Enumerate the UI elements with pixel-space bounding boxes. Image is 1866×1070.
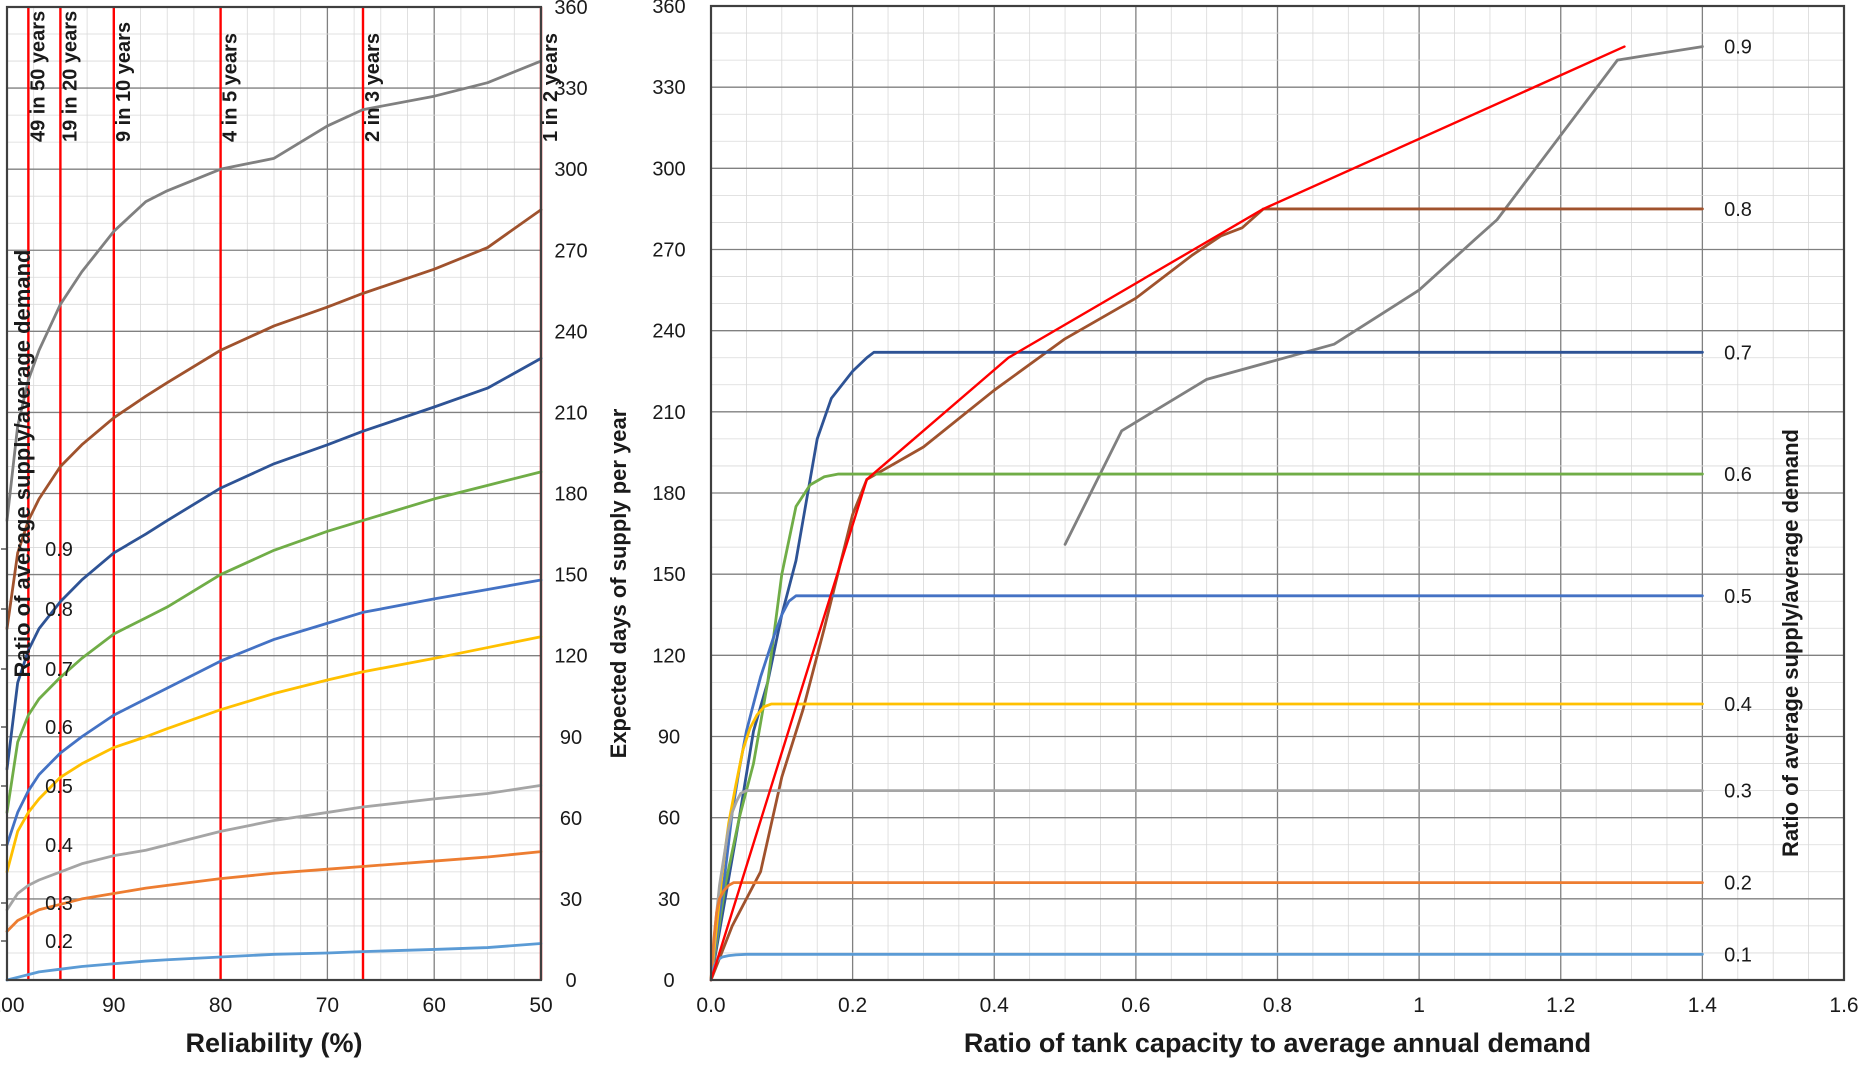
svg-text:0.5: 0.5	[45, 776, 73, 798]
svg-text:0.0: 0.0	[696, 994, 725, 1017]
svg-text:0.8: 0.8	[1724, 199, 1752, 221]
svg-text:0.1: 0.1	[1724, 944, 1752, 966]
svg-text:30: 30	[560, 889, 582, 911]
svg-text:0.7: 0.7	[1724, 342, 1752, 364]
svg-text:0: 0	[663, 970, 674, 992]
svg-text:270: 270	[554, 240, 587, 262]
svg-text:0.4: 0.4	[980, 994, 1010, 1017]
svg-text:90: 90	[102, 994, 125, 1017]
svg-text:0.6: 0.6	[45, 717, 73, 739]
svg-text:Expected days of supply per ye: Expected days of supply per year	[606, 408, 631, 758]
svg-text:9 in 10 years: 9 in 10 years	[113, 22, 135, 142]
svg-text:0.6: 0.6	[1121, 994, 1150, 1017]
svg-text:4 in 5 years: 4 in 5 years	[220, 33, 242, 142]
svg-text:60: 60	[560, 808, 582, 830]
svg-text:360: 360	[554, 0, 587, 19]
svg-text:90: 90	[560, 727, 582, 749]
svg-text:50: 50	[529, 994, 552, 1017]
svg-text:0.3: 0.3	[45, 893, 73, 915]
svg-text:0.5: 0.5	[1724, 586, 1752, 608]
svg-text:300: 300	[652, 158, 685, 180]
svg-text:300: 300	[554, 159, 587, 181]
svg-text:0.3: 0.3	[1724, 781, 1752, 803]
svg-text:0.2: 0.2	[838, 994, 867, 1017]
svg-text:0.2: 0.2	[45, 931, 73, 953]
svg-text:Ratio of average supply/averag: Ratio of average supply/average demand	[1778, 429, 1803, 857]
svg-text:120: 120	[554, 646, 587, 668]
svg-text:60: 60	[658, 808, 680, 830]
svg-text:270: 270	[652, 240, 685, 262]
svg-text:90: 90	[658, 727, 680, 749]
svg-text:0: 0	[565, 970, 576, 992]
svg-text:0.2: 0.2	[1724, 873, 1752, 895]
svg-text:Ratio of average supply/averag: Ratio of average supply/average demand	[10, 250, 35, 678]
svg-text:80: 80	[209, 994, 232, 1017]
svg-text:Ratio of tank capacity to aver: Ratio of tank capacity to average annual…	[964, 1028, 1591, 1058]
svg-text:0.8: 0.8	[45, 599, 73, 621]
svg-text:240: 240	[554, 321, 587, 343]
svg-text:0.4: 0.4	[45, 835, 73, 857]
svg-text:180: 180	[652, 483, 685, 505]
svg-text:0.4: 0.4	[1724, 694, 1752, 716]
svg-text:1.6: 1.6	[1829, 994, 1858, 1017]
svg-text:30: 30	[658, 889, 680, 911]
svg-text:1.4: 1.4	[1688, 994, 1718, 1017]
svg-text:240: 240	[652, 321, 685, 343]
svg-text:Reliability (%): Reliability (%)	[185, 1028, 362, 1058]
svg-text:0.9: 0.9	[1724, 37, 1752, 59]
svg-text:49 in 50 years: 49 in 50 years	[27, 11, 49, 142]
svg-text:120: 120	[652, 645, 685, 667]
svg-text:19 in 20 years: 19 in 20 years	[59, 11, 81, 142]
svg-text:360: 360	[652, 0, 685, 18]
svg-text:0.8: 0.8	[1263, 994, 1292, 1017]
svg-text:1.2: 1.2	[1546, 994, 1575, 1017]
svg-text:0.7: 0.7	[45, 659, 73, 681]
svg-text:210: 210	[652, 402, 685, 424]
svg-text:0.9: 0.9	[45, 539, 73, 561]
svg-text:70: 70	[316, 994, 339, 1017]
svg-text:150: 150	[554, 565, 587, 587]
svg-text:1 in 2 years: 1 in 2 years	[540, 33, 562, 142]
svg-text:150: 150	[652, 564, 685, 586]
svg-text:330: 330	[652, 77, 685, 99]
svg-text:180: 180	[554, 484, 587, 506]
svg-text:2 in 3 years: 2 in 3 years	[362, 33, 384, 142]
svg-text:210: 210	[554, 402, 587, 424]
svg-text:1: 1	[1413, 994, 1425, 1017]
svg-text:60: 60	[423, 994, 446, 1017]
svg-text:0.6: 0.6	[1724, 464, 1752, 486]
svg-text:100: 100	[0, 994, 25, 1017]
